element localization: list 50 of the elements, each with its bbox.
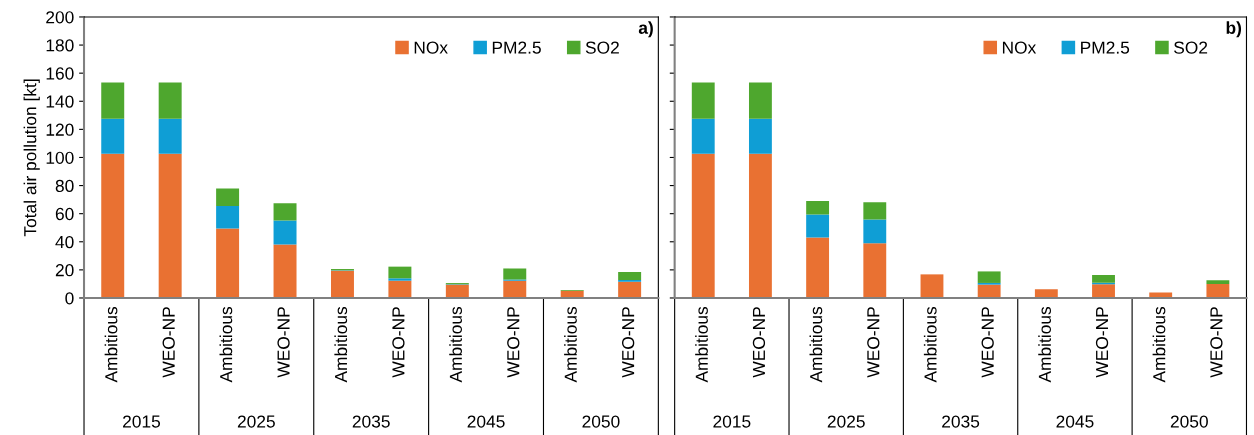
text: 2050 xyxy=(582,415,620,428)
y-tick-label: 200 xyxy=(46,11,74,24)
x-tick-label: WEO-NP xyxy=(981,307,994,378)
x-tick-label: WEO-NP xyxy=(1095,307,1109,378)
legend-label: PM2.5 xyxy=(1081,41,1130,54)
text: 2050 xyxy=(1170,415,1208,428)
x-tick-label: WEO-NP xyxy=(1210,307,1223,378)
text: 2045 xyxy=(467,415,505,428)
x-tick-label: Ambitious xyxy=(1038,306,1051,383)
x-tick-label: Ambitious xyxy=(695,306,708,383)
y-axis-title: Total air pollution [kt] xyxy=(23,79,40,237)
x-tick-label: Ambitious xyxy=(104,306,118,383)
x-tick-label: Ambitious xyxy=(564,306,577,383)
annotation: a) xyxy=(638,21,653,38)
annotation: b) xyxy=(1226,21,1242,38)
legend-label: NOx xyxy=(414,41,448,54)
y-tick-label: 100 xyxy=(46,151,74,164)
y-tick-label: 0 xyxy=(65,292,74,305)
y-tick-label: 160 xyxy=(46,67,74,80)
x-tick-label: WEO-NP xyxy=(162,307,175,378)
y-tick-label: 120 xyxy=(46,123,74,136)
x-tick-label: WEO-NP xyxy=(752,307,766,378)
text: 2015 xyxy=(123,415,161,428)
y-tick-label: 20 xyxy=(55,264,74,277)
text: 2035 xyxy=(942,415,980,428)
x-tick-label: Ambitious xyxy=(1152,306,1166,383)
text: 2045 xyxy=(1056,415,1094,428)
text: 2025 xyxy=(237,415,275,428)
x-tick-label: Ambitious xyxy=(449,306,462,383)
text: 2015 xyxy=(713,415,751,428)
legend-label: SO2 xyxy=(585,41,619,54)
text: 2035 xyxy=(352,415,390,428)
x-tick-label: Ambitious xyxy=(334,306,348,383)
x-tick-label: WEO-NP xyxy=(507,307,520,378)
legend-label: SO2 xyxy=(1174,41,1208,54)
legend-label: NOx xyxy=(1002,41,1037,54)
y-tick-label: 60 xyxy=(55,207,74,221)
y-tick-label: 140 xyxy=(46,95,74,108)
y-tick-label: 80 xyxy=(55,179,74,193)
x-tick-label: Ambitious xyxy=(923,306,937,383)
y-tick-label: 180 xyxy=(46,39,74,52)
x-tick-label: WEO-NP xyxy=(392,307,405,378)
legend-label: PM2.5 xyxy=(492,41,541,54)
y-tick-label: 40 xyxy=(55,235,74,249)
x-tick-label: WEO-NP xyxy=(277,307,290,378)
x-tick-label: Ambitious xyxy=(219,306,233,383)
x-tick-label: Ambitious xyxy=(809,306,823,383)
x-tick-label: WEO-NP xyxy=(622,307,635,378)
x-tick-label: WEO-NP xyxy=(867,307,880,378)
text: 2025 xyxy=(827,415,865,428)
